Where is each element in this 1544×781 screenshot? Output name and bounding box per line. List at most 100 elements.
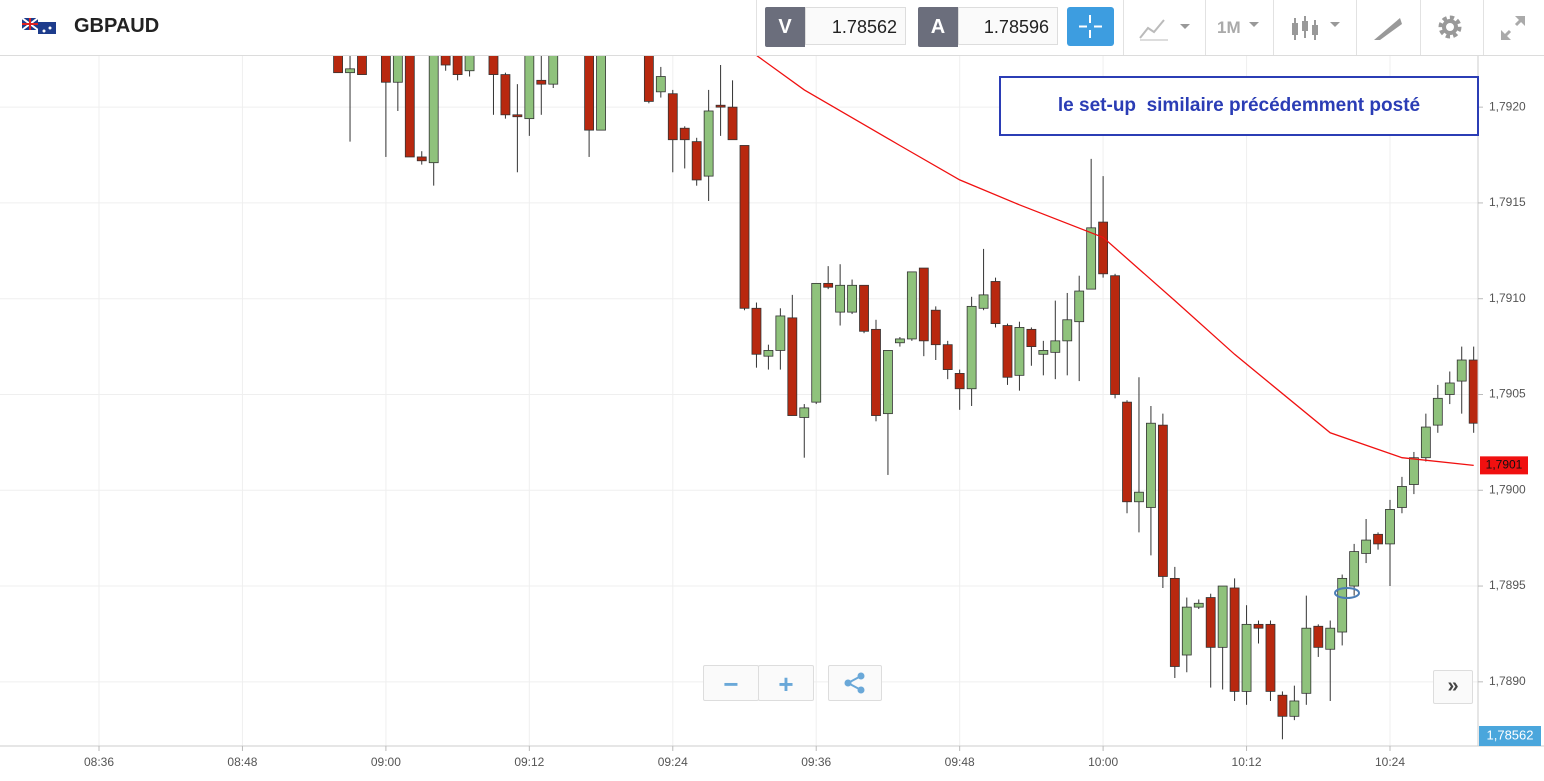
candle-body bbox=[1409, 457, 1419, 485]
candle-body bbox=[416, 156, 427, 162]
separator bbox=[1273, 0, 1274, 55]
candle-body bbox=[1289, 700, 1300, 717]
candle-body bbox=[1074, 290, 1085, 323]
candle-body bbox=[811, 282, 822, 403]
candle-body bbox=[1397, 486, 1407, 508]
separator bbox=[1356, 0, 1357, 55]
x-tick-label: 09:00 bbox=[371, 755, 401, 769]
candle-body bbox=[1456, 359, 1467, 382]
candle-body bbox=[727, 106, 738, 141]
y-tick-label: 1,7915 bbox=[1489, 195, 1526, 209]
candle-body bbox=[512, 114, 523, 118]
x-tick-label: 10:12 bbox=[1232, 755, 1262, 769]
candle-body bbox=[847, 284, 857, 313]
fullscreen-button[interactable] bbox=[1498, 13, 1528, 43]
candle-body bbox=[1373, 533, 1383, 545]
ma-label: 1,7901 bbox=[1486, 458, 1523, 472]
candle-body bbox=[1420, 426, 1431, 459]
x-tick-label: 09:24 bbox=[658, 755, 688, 769]
candle-body bbox=[464, 56, 475, 72]
candle-body bbox=[1385, 509, 1395, 545]
candle-body bbox=[1098, 221, 1109, 275]
candle-body bbox=[667, 93, 678, 141]
separator bbox=[1420, 0, 1421, 55]
candle-body bbox=[894, 338, 905, 344]
candle-body bbox=[596, 56, 606, 131]
candle-body bbox=[859, 284, 869, 332]
candle-body bbox=[1169, 577, 1180, 667]
ma-label-bg bbox=[1480, 456, 1528, 475]
price-label: 1,78562 bbox=[1487, 727, 1534, 742]
candle-body bbox=[930, 309, 941, 346]
dropdown-arrow bbox=[1249, 22, 1259, 27]
y-tick-label: 1,7905 bbox=[1489, 387, 1526, 401]
candle-body bbox=[835, 284, 846, 313]
candle-body bbox=[990, 281, 1001, 325]
candle-body bbox=[1277, 694, 1288, 717]
candle-body bbox=[1337, 577, 1348, 633]
buy-label[interactable]: A bbox=[918, 7, 958, 47]
candle-body bbox=[954, 373, 965, 390]
candle-body bbox=[1157, 424, 1168, 577]
grid bbox=[0, 56, 1478, 746]
candle-body bbox=[1361, 539, 1371, 554]
candle-body bbox=[345, 68, 355, 74]
candle-body bbox=[787, 317, 798, 416]
candle-body bbox=[1026, 328, 1037, 347]
candle-body bbox=[799, 407, 810, 418]
y-tick-label: 1,7920 bbox=[1489, 99, 1526, 113]
share-button[interactable] bbox=[828, 665, 882, 701]
candle-body bbox=[1086, 227, 1097, 290]
candle-body bbox=[1146, 422, 1156, 508]
separator bbox=[1123, 0, 1124, 55]
y-tick-label: 1,7900 bbox=[1489, 482, 1526, 496]
candle-body bbox=[715, 104, 726, 108]
candle-body bbox=[428, 56, 439, 164]
candle-body bbox=[536, 79, 547, 85]
candle-body bbox=[1229, 587, 1240, 692]
separator bbox=[756, 0, 757, 55]
y-tick-label: 1,7910 bbox=[1489, 291, 1526, 305]
separator bbox=[1205, 0, 1206, 55]
zoom-out-button[interactable]: − bbox=[703, 665, 759, 701]
candle-body bbox=[751, 307, 762, 355]
chart-type-button[interactable] bbox=[1138, 14, 1194, 42]
candle-body bbox=[1432, 397, 1443, 426]
symbol: GBPAUD bbox=[74, 15, 160, 37]
sell-price[interactable]: 1.78562 bbox=[805, 7, 906, 45]
header: GBPAUD V 1.78562 A 1.78596 1M bbox=[0, 0, 1544, 56]
candle-body bbox=[1265, 623, 1276, 692]
candle-body bbox=[333, 56, 343, 74]
candle-body bbox=[691, 141, 702, 181]
candle-button[interactable] bbox=[1290, 12, 1346, 44]
zoom-in-button[interactable]: + bbox=[758, 665, 814, 701]
x-tick-label: 09:12 bbox=[514, 755, 544, 769]
buy-price[interactable]: 1.78596 bbox=[958, 7, 1058, 45]
sell-label[interactable]: V bbox=[765, 7, 805, 47]
candle-body bbox=[452, 56, 463, 75]
x-tick-label: 10:24 bbox=[1375, 755, 1405, 769]
candle-body bbox=[906, 271, 917, 340]
x-tick-label: 08:36 bbox=[84, 755, 114, 769]
candle-body bbox=[1014, 327, 1025, 376]
candle-body bbox=[1002, 325, 1013, 378]
candle-body bbox=[1050, 340, 1061, 353]
drawing-button[interactable] bbox=[1372, 14, 1404, 42]
crosshair-button[interactable] bbox=[1067, 7, 1114, 46]
settings-button[interactable] bbox=[1436, 13, 1466, 43]
y-tick-label: 1,7890 bbox=[1489, 674, 1526, 688]
candle-body bbox=[1217, 585, 1228, 648]
x-tick-label: 09:36 bbox=[801, 755, 831, 769]
candle-body bbox=[357, 56, 367, 75]
candle-body bbox=[500, 74, 511, 116]
candle-body bbox=[978, 294, 989, 309]
candle-body bbox=[1181, 606, 1192, 656]
candle-body bbox=[655, 76, 666, 93]
candle-body bbox=[1301, 627, 1312, 694]
timeframe[interactable]: 1M bbox=[1217, 18, 1241, 37]
candle-body bbox=[392, 56, 403, 83]
scroll-end-button[interactable]: » bbox=[1433, 670, 1473, 704]
candle-body bbox=[823, 282, 834, 288]
